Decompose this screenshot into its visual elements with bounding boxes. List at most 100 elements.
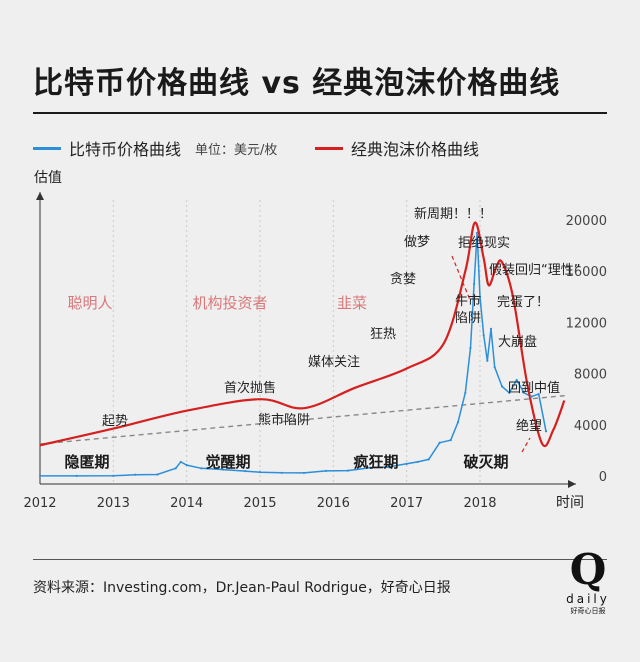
bitcoin-point xyxy=(244,470,247,473)
logo-word: daily xyxy=(566,592,610,606)
phase-label-1: 机构投资者 xyxy=(192,294,267,312)
bitcoin-point xyxy=(222,468,225,471)
annotation-5: 贪婪 xyxy=(390,272,416,287)
legend-label-bubble: 经典泡沫价格曲线 xyxy=(351,140,480,159)
annotation-3: 媒体关注 xyxy=(308,355,360,370)
bitcoin-point xyxy=(405,462,408,465)
bitcoin-point xyxy=(112,474,115,477)
bitcoin-point xyxy=(416,460,419,464)
annotation-13: 回到中值 xyxy=(508,380,560,396)
x-tick-2018: 2018 xyxy=(463,496,496,511)
bitcoin-point xyxy=(544,430,548,433)
bitcoin-point xyxy=(486,359,489,362)
x-tick-2017: 2017 xyxy=(390,496,423,511)
annotation-1: 首次抛售 xyxy=(224,380,276,396)
bitcoin-point xyxy=(500,385,504,388)
legend-unit: 单位：美元/枚 xyxy=(195,142,278,158)
legend-swatch-bitcoin xyxy=(33,146,61,150)
bitcoin-point xyxy=(478,295,482,298)
y-tick-4000: 4000 xyxy=(574,419,607,434)
legend-swatch-bubble xyxy=(315,146,343,150)
x-tick-2013: 2013 xyxy=(97,496,130,511)
bitcoin-point xyxy=(346,469,350,472)
bitcoin-point xyxy=(324,469,328,472)
x-tick-2016: 2016 xyxy=(317,496,350,511)
annotation-11: 完蛋了！ xyxy=(497,295,549,310)
bitcoin-point xyxy=(493,366,496,369)
logo-mark: Q xyxy=(569,545,607,594)
bitcoin-point xyxy=(482,334,485,337)
bitcoin-point xyxy=(368,466,372,469)
bitcoin-point xyxy=(280,471,284,474)
phase-label-0: 聪明人 xyxy=(67,294,112,312)
annotation-6: 做梦 xyxy=(404,235,430,250)
bitcoin-point xyxy=(449,439,452,442)
y-axis-arrow-icon xyxy=(36,192,44,200)
mean-trend-line xyxy=(39,394,569,445)
bitcoin-point xyxy=(387,465,390,469)
annotation-14: 绝望 xyxy=(516,418,542,434)
x-tick-2012: 2012 xyxy=(23,496,56,511)
connector-arrow-1 xyxy=(451,255,471,301)
bitcoin-point xyxy=(200,467,203,470)
source-divider xyxy=(33,559,607,560)
phase-label-2: 韭菜 xyxy=(337,294,367,312)
period-label-3: 破灭期 xyxy=(463,453,508,471)
bitcoin-point xyxy=(508,391,511,394)
annotation-10-line1: 牛市 xyxy=(455,293,481,309)
title-divider xyxy=(33,112,607,114)
annotation-4: 狂热 xyxy=(370,327,396,342)
bitcoin-point xyxy=(522,391,526,394)
bitcoin-point xyxy=(438,441,441,444)
bitcoin-point xyxy=(302,471,306,475)
y-axis-label: 估值 xyxy=(34,170,62,186)
bitcoin-point xyxy=(185,464,188,467)
logo-cn: 好奇心日报 xyxy=(570,607,606,615)
period-label-0: 隐匿期 xyxy=(64,453,109,471)
bitcoin-point xyxy=(464,391,467,394)
bitcoin-point xyxy=(456,421,460,424)
y-tick-12000: 12000 xyxy=(566,316,607,331)
legend-item-bubble: 经典泡沫价格曲线 xyxy=(315,136,479,160)
bitcoin-point xyxy=(515,378,518,382)
x-axis-label: 时间 xyxy=(556,495,584,511)
series-bitcoin-line xyxy=(40,232,547,477)
source-note: 资料来源：Investing.com，Dr.Jean-Paul Rodrigue… xyxy=(33,580,451,596)
legend-label-bitcoin: 比特币价格曲线 xyxy=(69,140,182,159)
annotation-10-line2: 陷阱 xyxy=(455,311,481,326)
x-tick-2014: 2014 xyxy=(170,496,203,511)
legend-item-bitcoin: 比特币价格曲线 单位：美元/枚 xyxy=(33,136,277,160)
x-tick-2015: 2015 xyxy=(243,496,276,511)
bitcoin-point xyxy=(473,282,476,286)
page-title: 比特币价格曲线 vs 经典泡沫价格曲线 xyxy=(33,66,561,101)
period-label-2: 疯狂期 xyxy=(353,453,398,471)
x-axis-arrow-icon xyxy=(568,480,576,488)
annotation-2: 熊市陷阱 xyxy=(258,412,310,428)
bitcoin-point xyxy=(475,231,479,234)
bitcoin-point xyxy=(38,474,42,478)
brand-logo: Q daily 好奇心日报 xyxy=(564,548,612,616)
annotation-7: 新周期！！！ xyxy=(414,206,492,222)
bitcoin-point xyxy=(156,473,159,476)
period-label-1: 觉醒期 xyxy=(205,453,250,471)
bitcoin-point xyxy=(427,458,430,461)
bitcoin-point xyxy=(258,471,262,474)
y-tick-0: 0 xyxy=(599,470,607,485)
y-tick-16000: 16000 xyxy=(566,265,607,280)
bitcoin-point xyxy=(174,467,177,470)
y-tick-8000: 8000 xyxy=(574,368,607,383)
connector-arrow-2 xyxy=(521,437,531,453)
bitcoin-point xyxy=(179,460,182,464)
bitcoin-point xyxy=(489,327,493,330)
annotation-12: 大崩盘 xyxy=(498,334,537,350)
annotation-0: 起势 xyxy=(102,413,128,429)
annotation-10: 牛市陷阱 xyxy=(455,293,481,326)
annotation-9: 假装回归“理性” xyxy=(489,263,580,278)
bitcoin-point xyxy=(530,395,533,398)
bitcoin-point xyxy=(537,392,540,396)
series-bubble-line xyxy=(39,221,566,448)
bitcoin-point xyxy=(134,473,137,476)
annotation-8: 拒绝现实 xyxy=(458,235,510,251)
